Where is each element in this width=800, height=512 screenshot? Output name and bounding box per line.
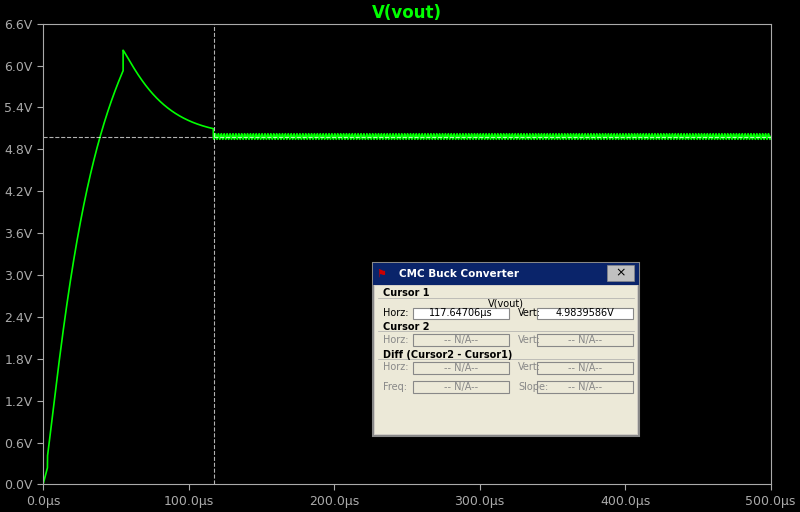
Text: -- N/A--: -- N/A-- [568,363,602,373]
Text: Horz:: Horz: [383,335,409,345]
FancyBboxPatch shape [373,263,639,436]
Title: V(vout): V(vout) [372,4,442,22]
Text: 117.64706μs: 117.64706μs [429,308,493,318]
Text: CMC Buck Converter: CMC Buck Converter [399,269,519,279]
Text: Horz:: Horz: [383,362,409,372]
Text: ×: × [615,266,626,280]
FancyBboxPatch shape [373,263,639,285]
Text: 4.9839586V: 4.9839586V [555,308,614,318]
FancyBboxPatch shape [375,286,637,434]
Text: -- N/A--: -- N/A-- [444,382,478,392]
FancyBboxPatch shape [413,362,509,374]
Text: V(vout): V(vout) [488,298,524,308]
Text: Vert:: Vert: [518,335,541,345]
Text: Vert:: Vert: [518,308,541,318]
FancyBboxPatch shape [413,334,509,346]
Text: Freq:: Freq: [383,381,407,392]
FancyBboxPatch shape [537,334,633,346]
Text: -- N/A--: -- N/A-- [568,382,602,392]
FancyBboxPatch shape [537,308,633,319]
Text: Vert:: Vert: [518,362,541,372]
Text: Horz:: Horz: [383,308,409,318]
Text: Cursor 2: Cursor 2 [383,322,430,332]
Text: -- N/A--: -- N/A-- [568,335,602,345]
Text: Slope:: Slope: [518,381,548,392]
Text: Diff (Cursor2 - Cursor1): Diff (Cursor2 - Cursor1) [383,350,513,360]
Text: -- N/A--: -- N/A-- [444,335,478,345]
Text: -- N/A--: -- N/A-- [444,363,478,373]
FancyBboxPatch shape [413,308,509,319]
Text: ⚑: ⚑ [376,269,386,279]
FancyBboxPatch shape [537,362,633,374]
FancyBboxPatch shape [537,381,633,393]
FancyBboxPatch shape [607,265,634,281]
FancyBboxPatch shape [413,381,509,393]
Text: Cursor 1: Cursor 1 [383,288,430,298]
